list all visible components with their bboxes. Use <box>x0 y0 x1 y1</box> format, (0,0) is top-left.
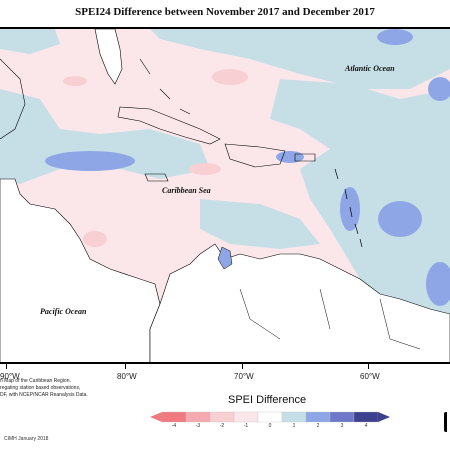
blue-strong-north <box>377 29 413 45</box>
blue-strong-east <box>378 201 422 237</box>
legend-cell <box>257 411 283 423</box>
legend-tick-label: 4 <box>364 423 368 429</box>
blue-anomaly-east <box>270 79 450 362</box>
caribbean-sea-label: Caribbean Sea <box>162 186 211 195</box>
lon-tick-70 <box>242 364 243 369</box>
lon-tick-60 <box>368 364 369 369</box>
credit-footer: CIMH January 2018 <box>4 436 49 442</box>
legend-cell <box>233 411 259 423</box>
lon-label-80: 80°W <box>117 372 137 381</box>
map-canvas <box>0 29 450 362</box>
lon-label-90: 90°W <box>0 372 20 381</box>
legend-cell <box>305 411 331 423</box>
lon-label-70: 70°W <box>234 372 254 381</box>
lesser-antilles-outline <box>334 168 363 248</box>
legend-cell <box>353 411 379 423</box>
credit-line: DF, with NCEP/NCAR Reanalysis Data. <box>0 392 88 398</box>
legend-cell <box>185 411 211 423</box>
legend-tick-label: -4 <box>171 423 177 429</box>
legend-tick-label: 2 <box>316 423 320 429</box>
cuba-outline <box>117 106 221 145</box>
jamaica-outline <box>144 173 169 182</box>
legend-arrow-high <box>378 412 390 422</box>
legend-cell <box>161 411 187 423</box>
legend-cell <box>209 411 235 423</box>
legend-tick-label: 1 <box>292 423 296 429</box>
legend-tick-label: -3 <box>195 423 201 429</box>
yucatan-outline <box>0 58 26 140</box>
credit-line: regating station based observations, <box>0 385 81 391</box>
south-america-land <box>149 243 450 362</box>
legend-tick-label: -1 <box>243 423 249 429</box>
credit-line: n Map of the Caribbean Region. <box>0 378 71 384</box>
legend-tick-label: -2 <box>219 423 225 429</box>
florida-land <box>94 29 123 85</box>
blue-strong-west <box>45 151 135 171</box>
atlantic-ocean-label: Atlantic Ocean <box>345 64 395 73</box>
lon-tick-80 <box>125 364 126 369</box>
lon-label-60: 60°W <box>360 372 380 381</box>
pink-patch-sw <box>83 231 107 247</box>
blue-strong-ne <box>428 77 450 101</box>
country-borders <box>239 288 421 350</box>
blue-strong-se <box>426 262 450 306</box>
pink-patch-nw <box>63 76 87 86</box>
lake-maracaibo <box>217 246 233 270</box>
credits-text: n Map of the Caribbean Region. regating … <box>0 378 120 399</box>
legend-title: SPEI Difference <box>228 394 307 406</box>
legend-cell <box>281 411 307 423</box>
legend-tick-label: 3 <box>340 423 344 429</box>
blue-anomaly-north <box>150 29 450 89</box>
legend-colorbar <box>150 411 390 423</box>
legend-cell <box>329 411 355 423</box>
blue-anomaly-south <box>200 199 320 249</box>
pacific-ocean-label: Pacific Ocean <box>40 307 87 316</box>
map-title: SPEI24 Difference between November 2017 … <box>75 6 375 18</box>
hispaniola-outline <box>224 143 286 168</box>
puerto-rico-outline <box>294 153 316 162</box>
legend-arrow-low <box>150 412 162 422</box>
pink-patch-center <box>189 163 221 175</box>
blue-anomaly-nw <box>0 29 60 54</box>
blue-strong-antilles <box>340 187 360 231</box>
spei-map: Atlantic Ocean Caribbean Sea Pacific Oce… <box>0 27 450 364</box>
logo-mark <box>444 412 450 432</box>
bahamas-outline <box>139 58 191 115</box>
pink-patch-north <box>212 69 248 85</box>
legend-tick-label: 0 <box>268 423 272 429</box>
lon-tick-90 <box>6 364 7 369</box>
